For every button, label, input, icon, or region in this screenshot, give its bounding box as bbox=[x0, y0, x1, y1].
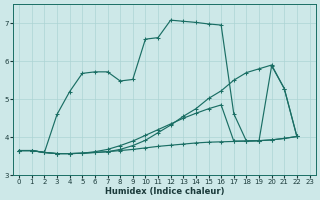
X-axis label: Humidex (Indice chaleur): Humidex (Indice chaleur) bbox=[105, 187, 224, 196]
